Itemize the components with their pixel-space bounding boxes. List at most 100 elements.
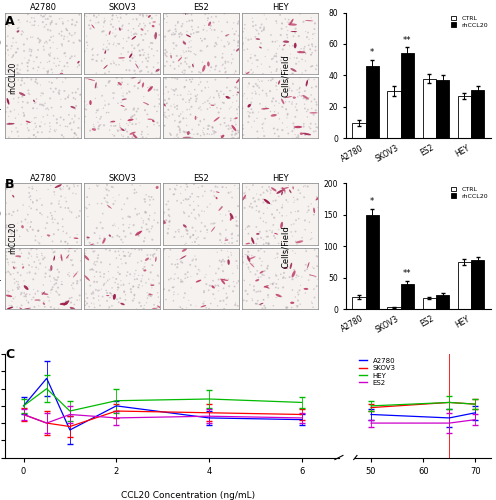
Point [47, 84, 55, 92]
Point [60, 228, 67, 235]
Point [130, 82, 138, 90]
Point [35, 63, 43, 71]
Point [119, 89, 127, 97]
Point [181, 66, 189, 74]
Point [242, 287, 249, 295]
Point [51, 248, 59, 256]
Point [60, 133, 67, 141]
Point [132, 15, 140, 23]
Point [25, 90, 33, 98]
Point [206, 67, 214, 75]
Point [135, 47, 143, 55]
Point [186, 64, 193, 72]
Point [310, 76, 318, 84]
Point [264, 294, 272, 302]
Point [23, 226, 31, 234]
Point [248, 105, 255, 113]
Point [254, 56, 262, 64]
Point [115, 248, 123, 256]
Point [47, 19, 55, 27]
Point [67, 21, 75, 29]
Point [191, 262, 199, 270]
Point [80, 82, 88, 90]
Point [166, 246, 174, 254]
Point [211, 100, 219, 108]
Point [62, 238, 69, 246]
Point [154, 289, 162, 297]
Point [4, 258, 12, 266]
Ellipse shape [255, 38, 260, 40]
Point [145, 215, 153, 223]
Point [136, 52, 144, 60]
Point [179, 68, 186, 76]
Point [135, 298, 143, 306]
Point [281, 224, 289, 232]
Point [162, 113, 170, 121]
Point [241, 250, 249, 258]
Ellipse shape [283, 267, 288, 269]
Point [273, 254, 281, 262]
Point [141, 198, 149, 206]
Ellipse shape [300, 132, 303, 135]
Point [255, 208, 263, 216]
Point [40, 102, 48, 110]
Point [14, 285, 22, 293]
Point [229, 25, 237, 33]
Point [55, 90, 63, 98]
Point [151, 86, 159, 94]
Point [46, 58, 54, 66]
Point [259, 236, 267, 244]
Point [309, 42, 316, 50]
Ellipse shape [122, 98, 127, 100]
Point [131, 70, 139, 78]
Point [180, 8, 187, 16]
Point [159, 86, 167, 94]
Point [279, 38, 287, 46]
Point [147, 39, 155, 47]
Point [140, 302, 148, 310]
Point [103, 108, 111, 116]
Point [223, 18, 231, 26]
Point [105, 268, 113, 276]
Point [114, 100, 122, 108]
Point [268, 227, 276, 235]
Point [187, 30, 195, 38]
Point [109, 292, 117, 300]
Point [2, 86, 10, 94]
Point [36, 296, 44, 304]
Point [310, 264, 318, 272]
Point [302, 261, 310, 269]
Point [186, 261, 194, 269]
Point [285, 82, 293, 90]
Point [240, 296, 248, 304]
Point [213, 248, 221, 256]
Point [53, 74, 61, 82]
Point [33, 80, 41, 88]
Point [263, 186, 271, 194]
Point [73, 245, 81, 253]
Point [39, 281, 47, 289]
Point [194, 23, 202, 31]
Point [170, 283, 178, 291]
Point [71, 22, 79, 30]
Point [171, 184, 179, 192]
Point [5, 112, 13, 120]
Point [306, 218, 313, 226]
Point [150, 63, 158, 71]
Point [272, 50, 280, 58]
Ellipse shape [50, 265, 53, 270]
Point [251, 198, 259, 205]
Point [180, 208, 187, 216]
Point [220, 99, 228, 107]
Point [142, 279, 150, 287]
Ellipse shape [306, 80, 308, 86]
Point [290, 194, 298, 202]
Point [17, 120, 25, 128]
Point [4, 288, 12, 296]
Point [204, 10, 212, 18]
Point [181, 128, 189, 136]
Point [272, 280, 280, 288]
Point [21, 91, 29, 99]
Point [106, 260, 114, 268]
Point [2, 248, 10, 256]
